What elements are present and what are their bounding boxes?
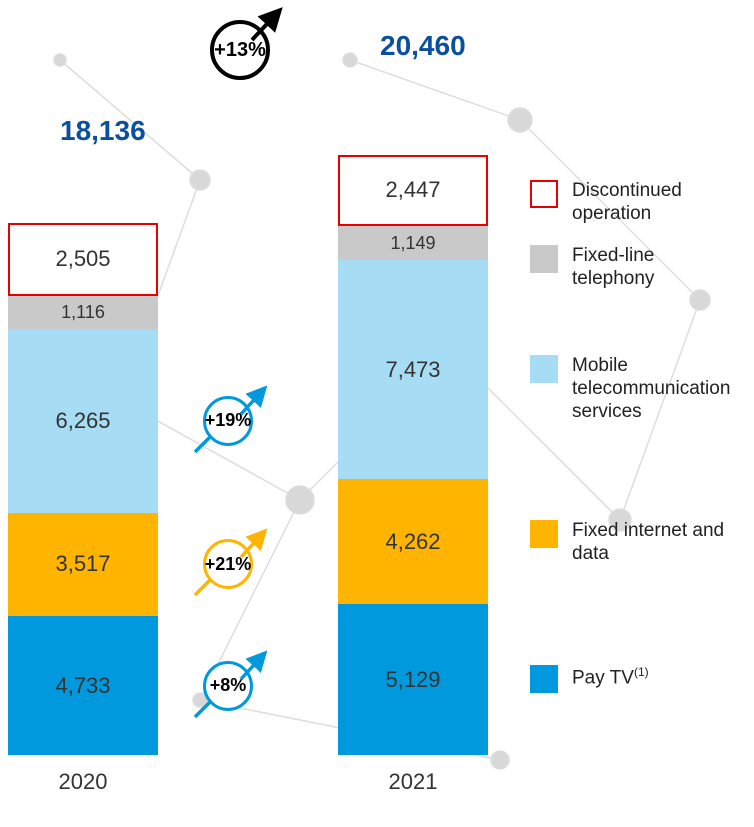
legend-footnote: (1) (634, 665, 649, 679)
total-2021: 20,460 (380, 30, 466, 62)
legend-label-disc: Discontinued operation (572, 180, 742, 226)
legend-item-fxtel: Fixed-line telephony (530, 245, 742, 291)
segment-mobile: 6,265 (8, 329, 158, 513)
segment-fxtel: 1,149 (338, 226, 488, 260)
growth-badge-fixed: +21% (203, 539, 253, 589)
segment-fixed: 4,262 (338, 479, 488, 604)
legend-swatch-mobile (530, 355, 558, 383)
stacked-bar-chart: 4,7333,5176,2651,1162,505 5,1294,2627,47… (8, 165, 508, 795)
segment-disc: 2,447 (338, 155, 488, 227)
arrow-up-right-icon (239, 382, 273, 416)
total-2020: 18,136 (60, 115, 146, 147)
segment-paytv: 5,129 (338, 604, 488, 755)
year-label-2020: 2020 (8, 769, 158, 795)
legend-label-paytv: Pay TV(1) (572, 665, 649, 690)
segment-paytv: 4,733 (8, 616, 158, 755)
segment-fxtel: 1,116 (8, 296, 158, 329)
legend-item-fixed: Fixed internet and data (530, 520, 742, 566)
year-label-2021: 2021 (338, 769, 488, 795)
growth-badge-mobile: +19% (203, 396, 253, 446)
legend-swatch-fxtel (530, 245, 558, 273)
segment-fixed: 3,517 (8, 513, 158, 616)
legend-swatch-fixed (530, 520, 558, 548)
arrow-tail-icon (193, 699, 213, 719)
arrow-up-right-icon (239, 647, 273, 681)
segment-mobile: 7,473 (338, 260, 488, 479)
segment-disc: 2,505 (8, 223, 158, 297)
legend-label-fxtel: Fixed-line telephony (572, 245, 742, 291)
legend-item-mobile: Mobile telecommunication services (530, 355, 742, 423)
legend-swatch-disc (530, 180, 558, 208)
legend-swatch-paytv (530, 665, 558, 693)
bar-2021: 5,1294,2627,4731,1492,447 (338, 151, 488, 756)
legend-item-disc: Discontinued operation (530, 180, 742, 226)
total-growth-badge: +13% (210, 20, 270, 80)
arrow-up-right-icon (239, 525, 273, 559)
arrow-up-right-icon (250, 2, 290, 42)
arrow-tail-icon (193, 577, 213, 597)
legend-label-fixed: Fixed internet and data (572, 520, 742, 566)
bar-2020: 4,7333,5176,2651,1162,505 (8, 219, 158, 755)
growth-badge-paytv: +8% (203, 661, 253, 711)
legend-item-paytv: Pay TV(1) (530, 665, 649, 693)
arrow-tail-icon (193, 434, 213, 454)
legend-label-mobile: Mobile telecommunication services (572, 355, 742, 423)
